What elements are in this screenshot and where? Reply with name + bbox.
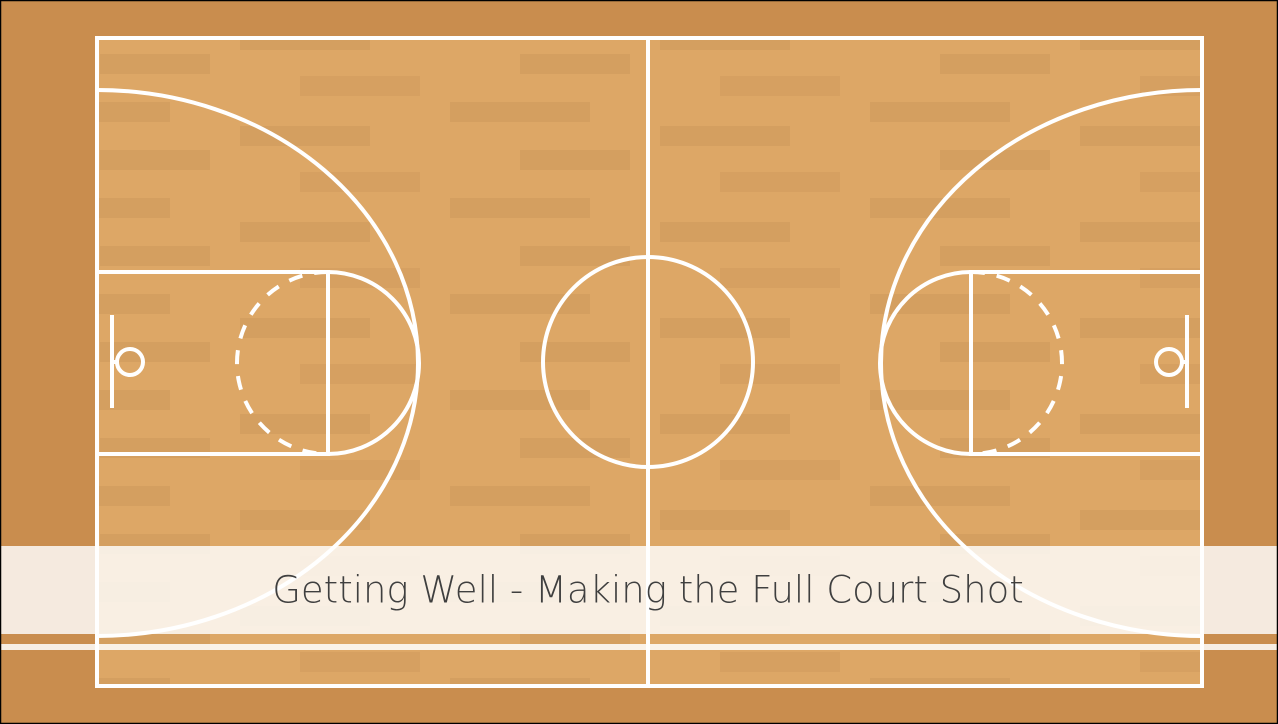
rim (115, 347, 145, 377)
key (95, 270, 330, 456)
free-throw-arc-dashed (235, 270, 329, 456)
rim (1154, 347, 1184, 377)
slide-title: Getting Well - Making the Full Court Sho… (272, 569, 1023, 612)
key (969, 270, 1204, 456)
center-circle (541, 255, 755, 469)
free-throw-arc-dashed (970, 270, 1064, 456)
title-banner (0, 546, 1278, 634)
banner-stripe (0, 644, 1278, 650)
